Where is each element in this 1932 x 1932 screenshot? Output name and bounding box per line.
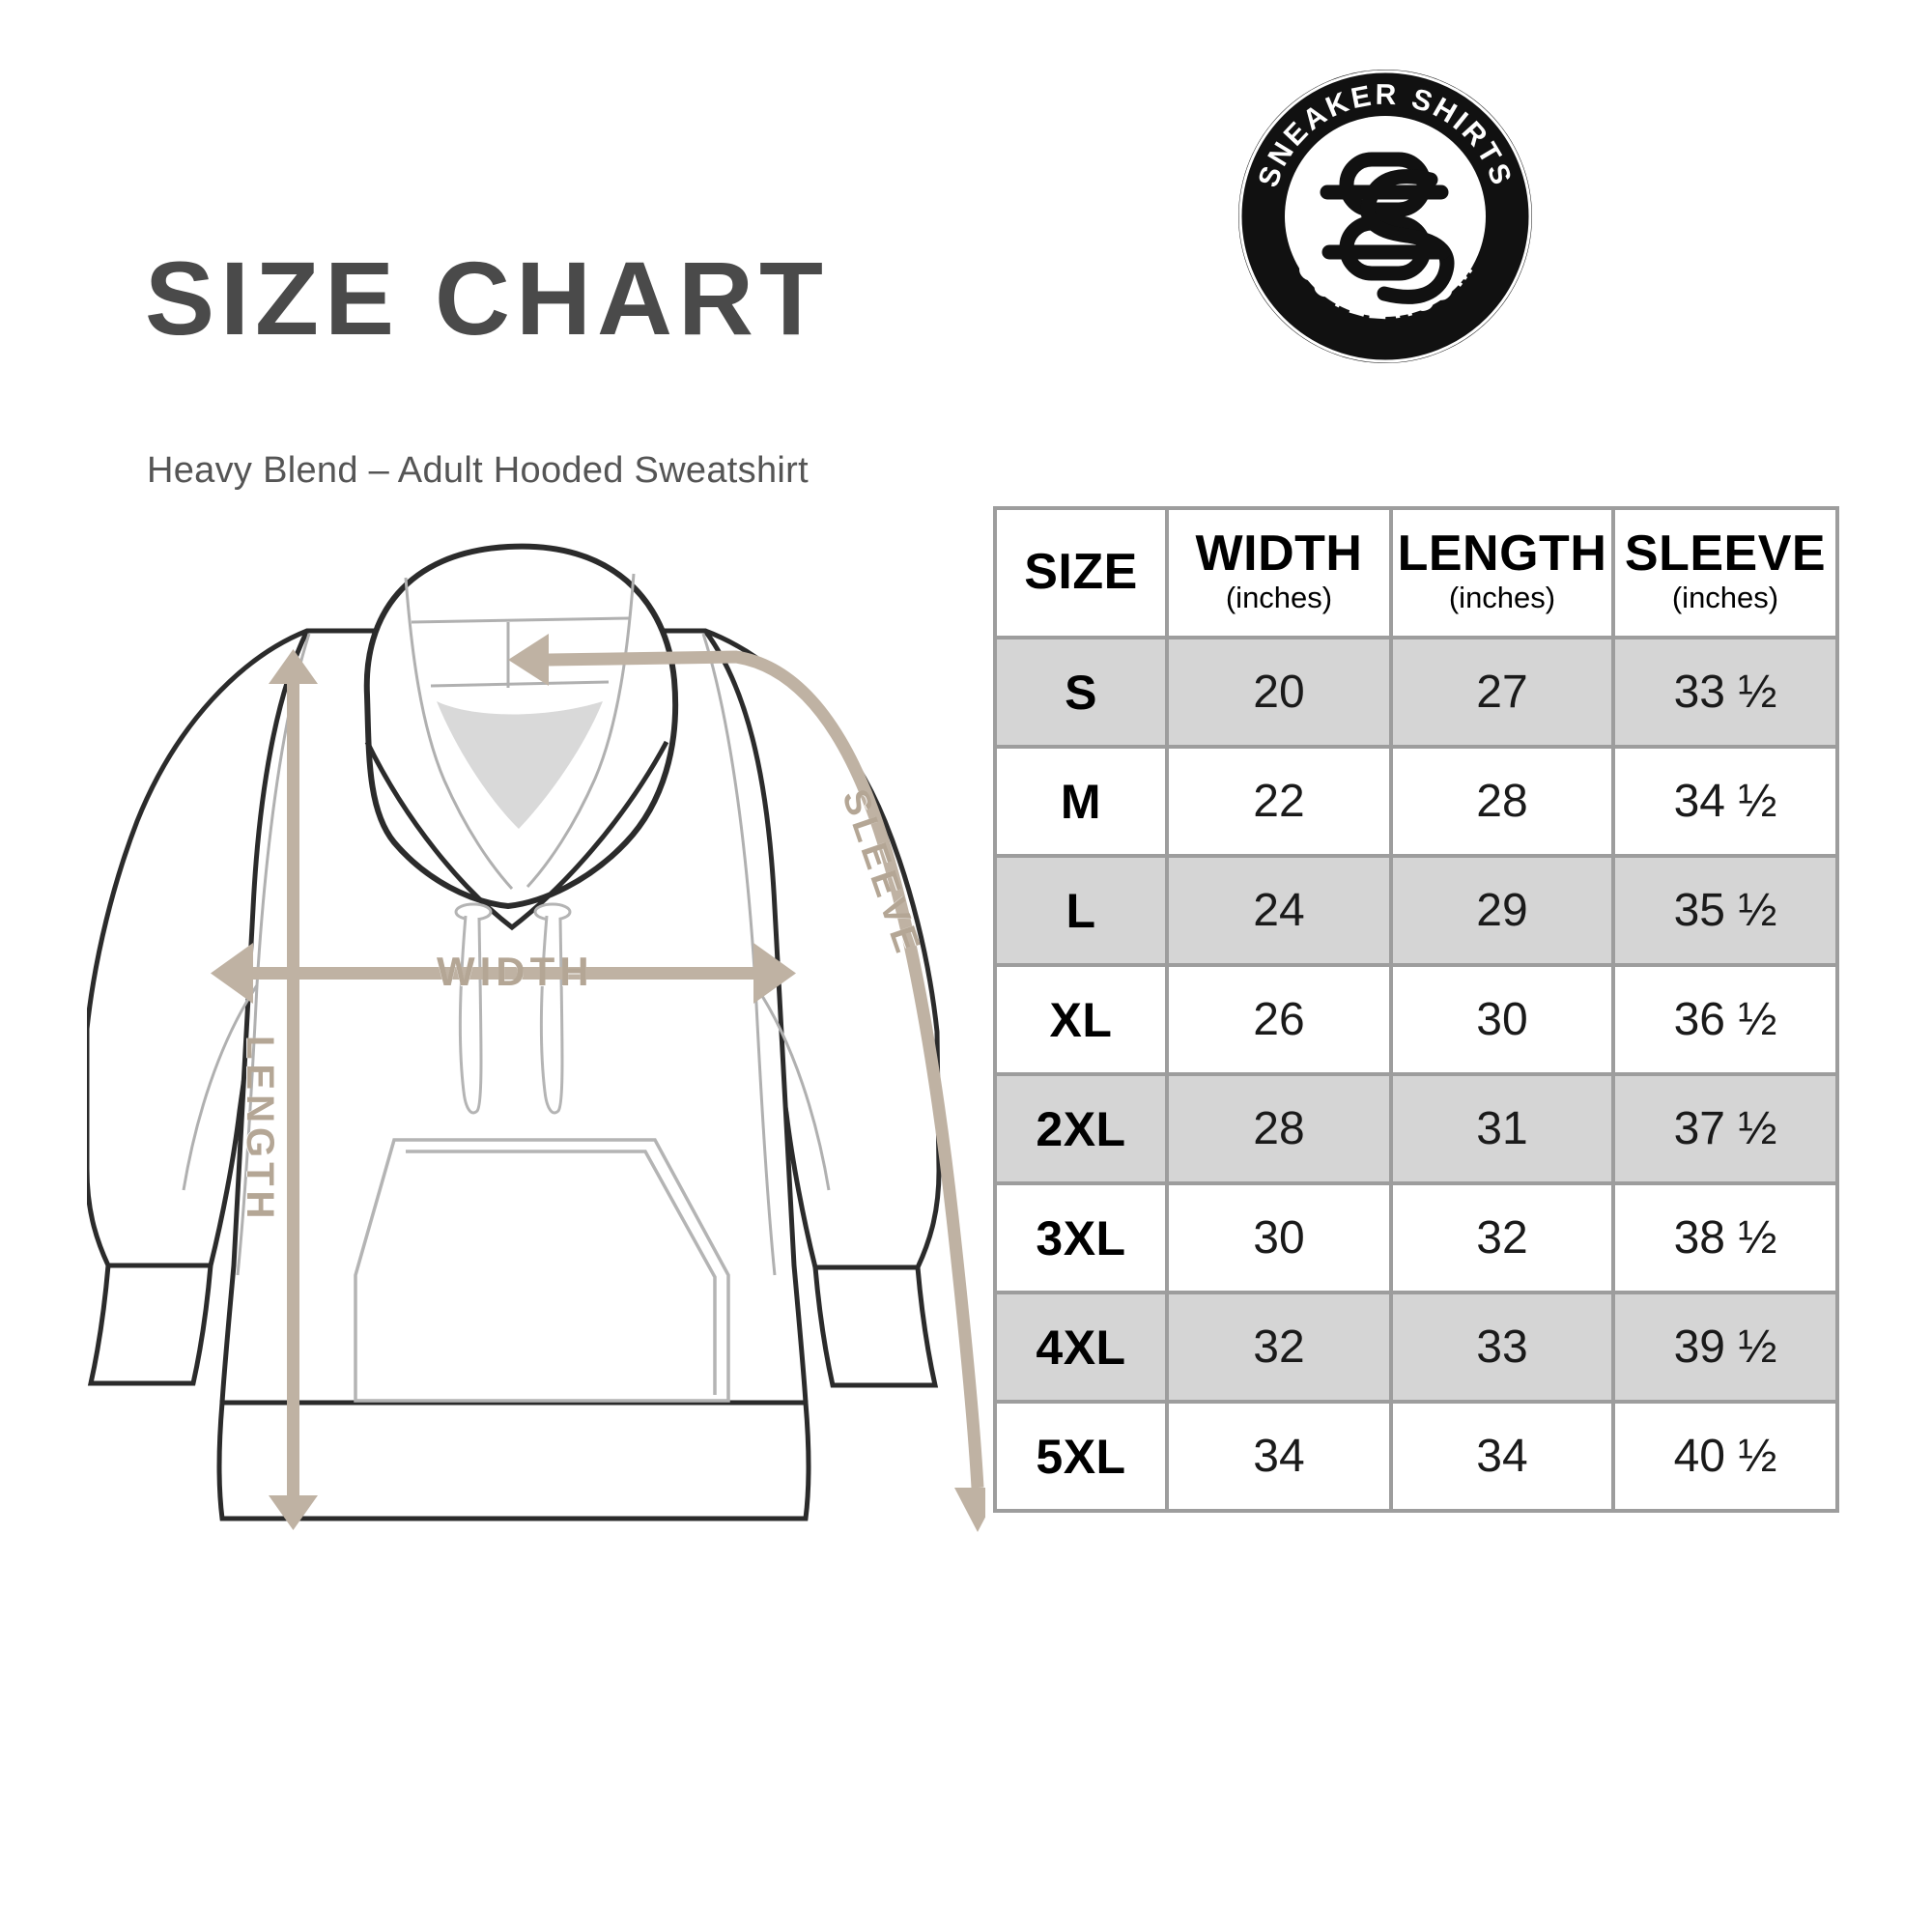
size-cell: XL (993, 963, 1169, 1076)
sleeve-cell: 39 ½ (1611, 1291, 1839, 1404)
neckline (364, 740, 669, 931)
column-header-sleeve-main: SLEEVE (1624, 526, 1827, 582)
table-row: 4XL 32 33 39 ½ (993, 1291, 1839, 1404)
page-title: SIZE CHART (145, 240, 829, 356)
column-header-width-sub: (inches) (1225, 581, 1333, 615)
size-cell: 4XL (993, 1291, 1169, 1404)
table-row: 2XL 28 31 37 ½ (993, 1072, 1839, 1185)
size-cell: 2XL (993, 1072, 1169, 1185)
width-cell: 32 (1165, 1291, 1393, 1404)
table-row: L 24 29 35 ½ (993, 854, 1839, 967)
sleeve-arrow (508, 634, 985, 1532)
sleeve-cell: 34 ½ (1611, 745, 1839, 858)
table-header-row: SIZE WIDTH (inches) LENGTH (inches) SLEE… (993, 506, 1839, 639)
kangaroo-pocket (354, 1138, 730, 1403)
hoodie-illustration (87, 502, 985, 1594)
width-cell: 34 (1165, 1400, 1393, 1513)
sleeve-cell: 38 ½ (1611, 1181, 1839, 1294)
table-row: 5XL 34 34 40 ½ (993, 1400, 1839, 1513)
width-label: WIDTH (437, 949, 594, 994)
sleeve-cell: 37 ½ (1611, 1072, 1839, 1185)
length-cell: 29 (1389, 854, 1615, 967)
table-row: S 20 27 33 ½ (993, 636, 1839, 749)
sleeve-cell: 35 ½ (1611, 854, 1839, 967)
length-cell: 31 (1389, 1072, 1615, 1185)
length-cell: 28 (1389, 745, 1615, 858)
length-cell: 30 (1389, 963, 1615, 1076)
measurement-arrows (211, 634, 985, 1532)
sleeve-cell: 33 ½ (1611, 636, 1839, 749)
length-cell: 34 (1389, 1400, 1615, 1513)
product-subtitle: Heavy Blend – Adult Hooded Sweatshirt (147, 450, 809, 491)
logo-monogram (1320, 152, 1455, 304)
right-cuff (812, 1264, 939, 1388)
table-row: XL 26 30 36 ½ (993, 963, 1839, 1076)
width-arrow (211, 943, 796, 1004)
length-cell: 32 (1389, 1181, 1615, 1294)
width-cell: 20 (1165, 636, 1393, 749)
size-cell: M (993, 745, 1169, 858)
length-cell: 33 (1389, 1291, 1615, 1404)
table-row: M 22 28 34 ½ (993, 745, 1839, 858)
width-cell: 24 (1165, 854, 1393, 967)
column-header-width: WIDTH (inches) (1165, 506, 1393, 639)
table-row: 3XL 30 32 38 ½ (993, 1181, 1839, 1294)
length-label: LENGTH (239, 1036, 281, 1224)
column-header-sleeve-sub: (inches) (1671, 581, 1779, 615)
length-cell: 27 (1389, 636, 1615, 749)
column-header-size-main: SIZE (1024, 544, 1138, 601)
hem-rib (216, 1400, 811, 1521)
size-cell: L (993, 854, 1169, 967)
length-arrow (269, 649, 318, 1530)
column-header-sleeve: SLEEVE (inches) (1611, 506, 1839, 639)
column-header-width-main: WIDTH (1195, 526, 1363, 582)
column-header-length: LENGTH (inches) (1389, 506, 1615, 639)
size-cell: 5XL (993, 1400, 1169, 1513)
column-header-length-main: LENGTH (1397, 526, 1607, 582)
left-cuff (87, 1263, 213, 1386)
size-cell: 3XL (993, 1181, 1169, 1294)
size-chart-table: SIZE WIDTH (inches) LENGTH (inches) SLEE… (993, 506, 1839, 1513)
width-cell: 26 (1165, 963, 1393, 1076)
column-header-size: SIZE (993, 506, 1169, 639)
width-cell: 22 (1165, 745, 1393, 858)
size-cell: S (993, 636, 1169, 749)
sleeve-cell: 36 ½ (1611, 963, 1839, 1076)
brand-logo: SNEAKER SHIRTS OUTLET.COM (1235, 66, 1536, 367)
drawstrings (454, 902, 572, 1115)
hood-inner-fill (437, 701, 603, 829)
width-cell: 30 (1165, 1181, 1393, 1294)
sleeve-cell: 40 ½ (1611, 1400, 1839, 1513)
column-header-length-sub: (inches) (1448, 581, 1556, 615)
width-cell: 28 (1165, 1072, 1393, 1185)
